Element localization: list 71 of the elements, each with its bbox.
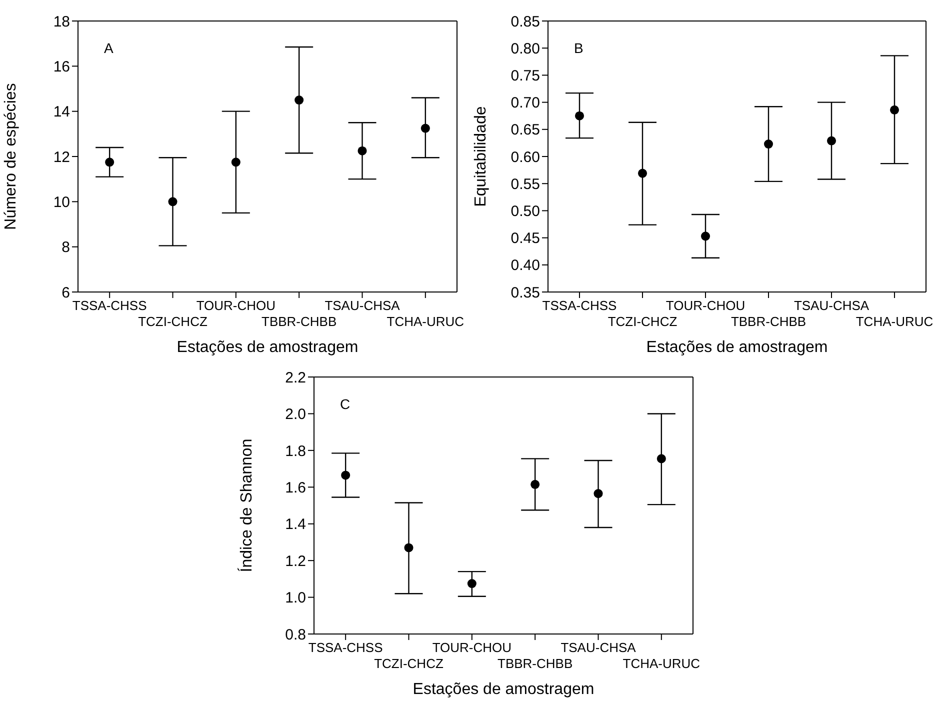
y-tick-label: 2.0 (285, 406, 306, 424)
x-tick-label: TCHA-URUC (856, 314, 934, 329)
y-tick-label: 16 (53, 58, 70, 76)
point (700, 232, 710, 241)
point (638, 168, 648, 178)
y-tick-label: 6 (62, 284, 70, 302)
x-tick-label: TSSA-CHSS (308, 640, 384, 655)
annotation: A (104, 40, 114, 56)
x-tick-label: TCHA-URUC (622, 656, 700, 671)
y-tick-label: 0.8 (285, 626, 306, 644)
y-tick-label: 0.75 (510, 68, 540, 85)
point (341, 470, 350, 480)
point (105, 158, 114, 167)
x-axis-title: Estações de amostragem (176, 339, 358, 356)
y-axis-title: Equitabilidade (472, 106, 490, 207)
x-tick-label: TSSA-CHSS (542, 298, 618, 313)
point (826, 136, 836, 146)
point (656, 454, 666, 464)
point (467, 579, 476, 588)
x-tick-label: TCZI-CHCZ (608, 314, 678, 329)
point (890, 105, 900, 114)
x-axis-title: Estações de amostragem (412, 681, 594, 698)
y-tick-label: 8 (62, 239, 70, 256)
x-tick-label: TOUR-CHOU (432, 640, 512, 655)
point (231, 158, 240, 167)
y-tick-label: 1.8 (285, 442, 306, 460)
x-tick-label: TSAU-CHSA (560, 640, 636, 655)
y-tick-label: 12 (53, 148, 70, 166)
point (420, 124, 430, 133)
x-tick-label: TCHA-URUC (386, 314, 464, 329)
point (594, 489, 603, 498)
x-tick-label: TBBR-CHBB (498, 656, 573, 671)
y-tick-label: 1.0 (285, 590, 306, 607)
x-tick-label: TCZI-CHCZ (138, 314, 208, 329)
point (764, 140, 774, 149)
y-tick-label: 10 (53, 194, 70, 211)
y-axis-title: Número de espécies (2, 83, 20, 230)
y-tick-label: 0.70 (510, 94, 540, 112)
annotation: B (574, 40, 584, 56)
y-tick-label: 0.65 (510, 122, 540, 139)
point (168, 197, 178, 206)
x-tick-label: TSAU-CHSA (324, 298, 400, 313)
point (404, 543, 414, 552)
x-tick-label: TOUR-CHOU (196, 298, 276, 313)
y-tick-label: 0.55 (510, 176, 540, 193)
y-tick-label: 0.60 (510, 148, 540, 166)
y-tick-label: 18 (53, 13, 70, 30)
x-tick-label: TOUR-CHOU (666, 298, 746, 313)
y-tick-label: 0.80 (510, 40, 540, 58)
y-tick-label: 0.40 (510, 257, 540, 274)
y-tick-label: 0.35 (510, 284, 540, 302)
point (358, 146, 367, 156)
x-axis-title: Estações de amostragem (646, 339, 828, 356)
y-tick-label: 1.4 (285, 516, 306, 534)
point (574, 111, 584, 120)
y-tick-label: 0.50 (510, 203, 540, 220)
y-tick-label: 0.85 (510, 13, 540, 30)
annotation: C (340, 396, 350, 412)
y-tick-label: 1.2 (285, 552, 306, 570)
x-tick-label: TSSA-CHSS (72, 298, 148, 313)
x-tick-label: TCZI-CHCZ (374, 656, 444, 671)
y-tick-label: 14 (53, 104, 70, 121)
x-tick-label: TSAU-CHSA (794, 298, 870, 313)
y-axis-title: Índice de Shannon (238, 438, 256, 572)
y-tick-label: 1.6 (285, 479, 306, 496)
point (294, 96, 304, 105)
x-tick-label: TBBR-CHBB (730, 314, 806, 329)
x-tick-label: TBBR-CHBB (262, 314, 337, 329)
y-tick-label: 0.45 (510, 230, 540, 248)
point (530, 480, 540, 489)
y-tick-label: 2.2 (285, 369, 306, 386)
